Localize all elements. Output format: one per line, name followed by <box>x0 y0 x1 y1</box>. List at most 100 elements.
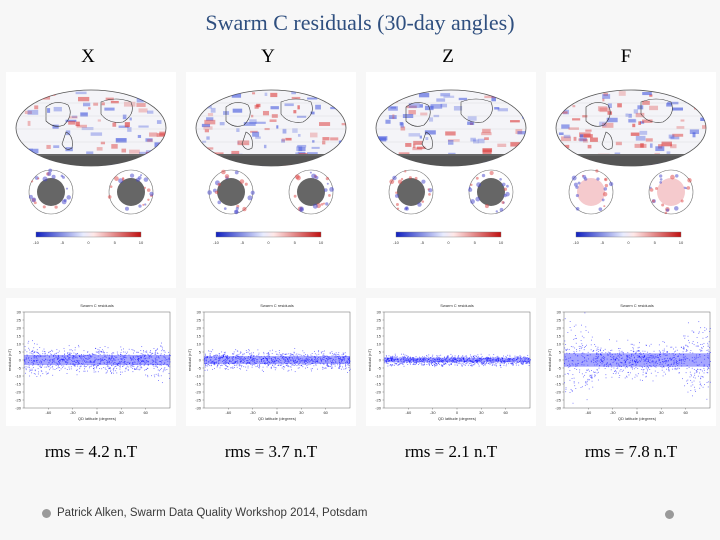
scatter-point <box>155 364 157 366</box>
scatter-point <box>497 355 499 357</box>
scatter-point <box>423 356 425 358</box>
scatter-point <box>123 364 125 366</box>
scatter-point <box>617 353 619 355</box>
scatter-point <box>693 369 695 370</box>
scatter-point <box>528 361 530 363</box>
scatter-point <box>244 358 246 359</box>
scatter-point <box>697 342 699 344</box>
scatter-point <box>472 361 474 363</box>
scatter-point <box>309 364 311 366</box>
scatter-point <box>688 342 690 344</box>
y-tick-label: -25 <box>195 397 202 402</box>
scatter-point <box>413 361 415 363</box>
scatter-point <box>492 361 494 363</box>
scatter-point <box>450 359 452 361</box>
scatter-point <box>30 370 32 371</box>
scatter-point <box>278 364 280 366</box>
scatter-point <box>146 357 148 359</box>
scatter-point <box>345 364 346 366</box>
scatter-point <box>103 352 105 353</box>
scatter-point <box>107 370 108 372</box>
scatter-point <box>579 350 581 352</box>
scatter-point <box>53 353 55 355</box>
scatter-point <box>626 355 628 357</box>
scatter-point <box>682 360 684 362</box>
scatter-point <box>632 347 634 349</box>
scatter-point <box>307 359 309 361</box>
scatter-point <box>327 361 329 363</box>
scatter-point <box>227 368 229 370</box>
scatter-point <box>126 353 128 355</box>
scatter-point <box>321 361 323 363</box>
scatter-point <box>585 359 587 361</box>
scatter-point <box>33 355 35 357</box>
scatter-point <box>673 353 674 355</box>
scatter-point <box>58 360 59 362</box>
scatter-point <box>87 370 88 372</box>
scatter-point <box>114 362 116 364</box>
scatter-point <box>681 363 683 364</box>
scatter-point <box>302 361 304 363</box>
scatter-point <box>77 353 78 355</box>
scatter-point <box>410 363 411 365</box>
scatter-point <box>278 360 280 362</box>
scatter-point <box>317 359 319 361</box>
scatter-point <box>679 359 681 361</box>
scatter-point <box>52 355 54 357</box>
scatter-point <box>123 359 125 360</box>
scatter-point <box>98 358 100 360</box>
scatter-point <box>505 359 507 361</box>
scatter-point <box>684 358 686 360</box>
scatter-point <box>72 350 74 352</box>
scatter-point <box>446 358 448 360</box>
scatter-point <box>471 365 473 367</box>
scatter-point <box>68 353 70 355</box>
scatter-point <box>521 363 523 365</box>
scatter-point <box>619 353 620 355</box>
scatter-point <box>619 361 621 363</box>
scatter-point <box>439 363 441 365</box>
scatter-point <box>133 356 135 358</box>
scatter-point <box>123 348 124 350</box>
scatter-point <box>708 357 710 359</box>
scatter-point <box>240 360 242 362</box>
scatter-point <box>480 362 482 364</box>
scatter-point <box>637 347 639 349</box>
scatter-point <box>641 369 643 371</box>
scatter-point <box>571 390 573 392</box>
scatter-point <box>591 376 593 378</box>
scatter-point <box>440 360 442 362</box>
scatter-point <box>169 359 171 360</box>
scatter-point <box>649 345 651 347</box>
scatter-point <box>593 350 595 351</box>
scatter-point <box>25 366 27 368</box>
scatter-point <box>33 352 35 354</box>
scatter-point <box>339 365 341 367</box>
scatter-point <box>668 370 670 372</box>
scatter-point <box>237 356 239 358</box>
scatter-point <box>472 362 474 364</box>
scatter-point <box>652 360 654 362</box>
scatter-point <box>151 356 153 358</box>
scatter-point <box>387 360 389 362</box>
scatter-point <box>215 362 217 364</box>
scatter-point <box>402 363 404 365</box>
scatter-point <box>599 361 601 363</box>
scatter-point <box>580 387 582 388</box>
scatter-point <box>68 354 69 356</box>
scatter-point <box>385 361 387 363</box>
scatter-point <box>478 359 480 361</box>
scatter-point <box>121 361 123 363</box>
scatter-point <box>709 327 711 329</box>
scatter-point <box>489 358 490 360</box>
scatter-point <box>700 349 702 351</box>
scatter-point <box>681 365 683 367</box>
scatter-point <box>588 388 590 390</box>
scatter-point <box>522 363 524 365</box>
scatter-point <box>490 358 492 360</box>
scatter-point <box>232 366 234 368</box>
x-tick-label: -60 <box>585 410 592 415</box>
scatter-point <box>391 356 393 358</box>
scatter-point <box>120 373 122 375</box>
scatter-point <box>140 355 142 357</box>
